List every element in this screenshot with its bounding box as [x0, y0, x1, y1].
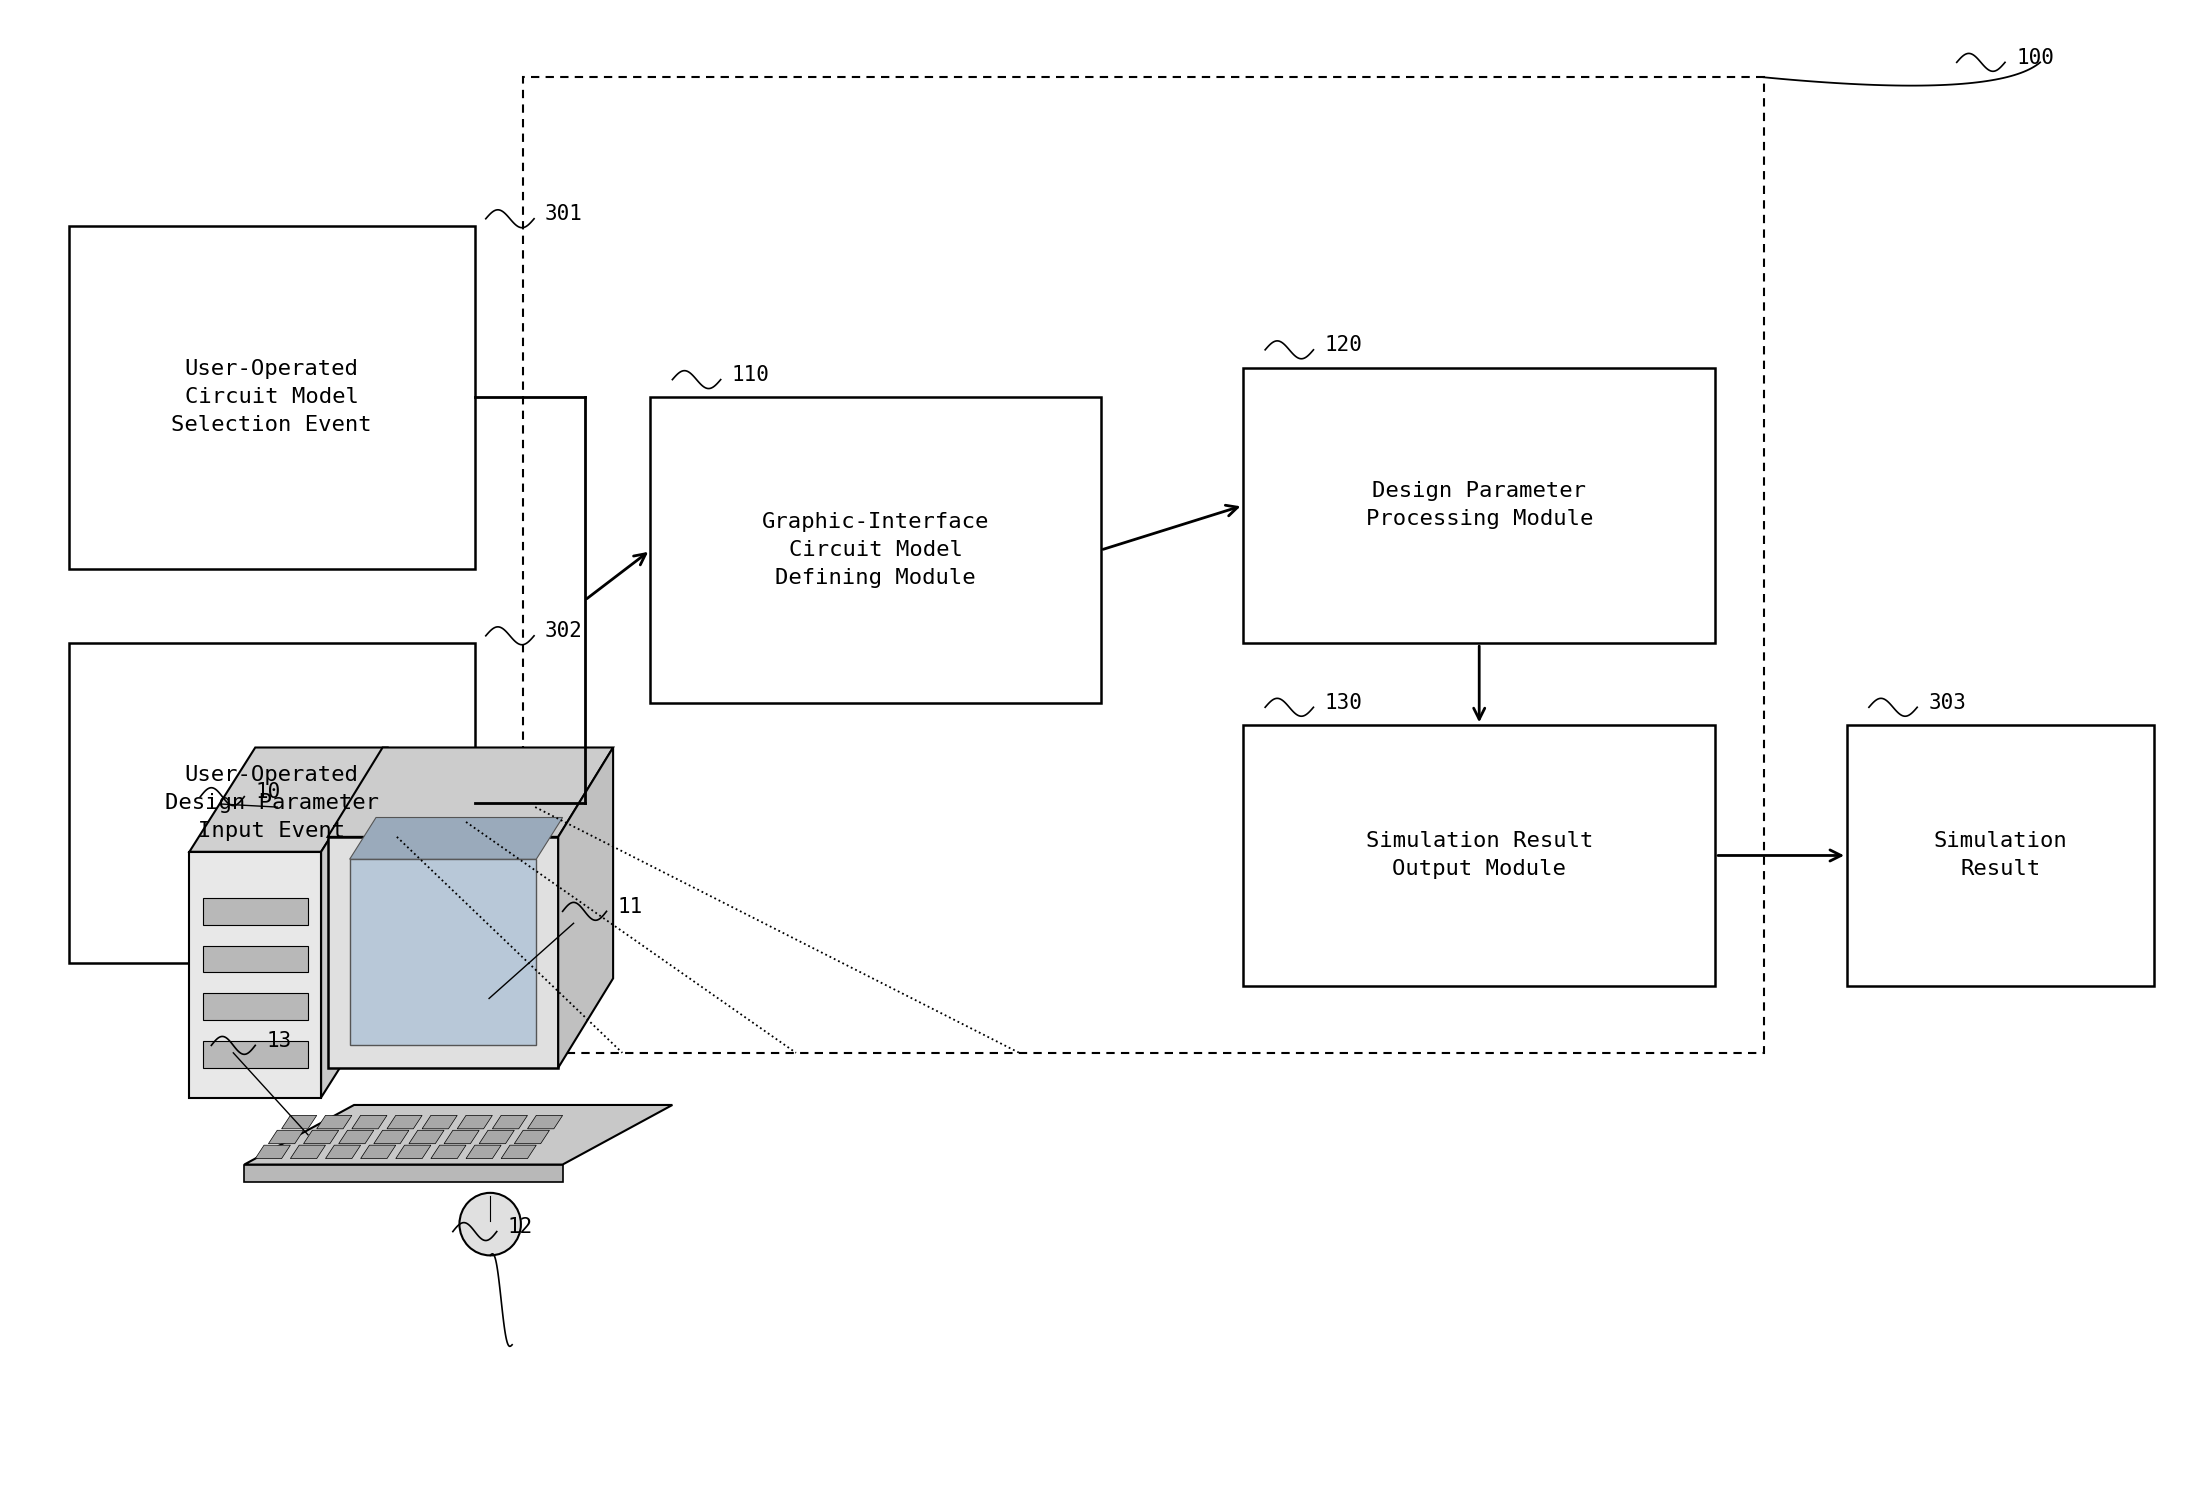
Polygon shape	[291, 1145, 326, 1159]
Polygon shape	[467, 1145, 502, 1159]
Polygon shape	[244, 1105, 671, 1165]
Polygon shape	[339, 1130, 374, 1144]
Polygon shape	[559, 748, 614, 1067]
Polygon shape	[317, 1115, 352, 1129]
Polygon shape	[189, 852, 321, 1097]
Bar	[1847, 725, 2155, 985]
Text: 120: 120	[1325, 335, 1362, 356]
Bar	[524, 78, 1763, 1052]
Text: 13: 13	[266, 1032, 291, 1051]
Polygon shape	[458, 1115, 493, 1129]
Bar	[68, 643, 475, 963]
Polygon shape	[255, 1145, 291, 1159]
Text: User-Operated
Circuit Model
Selection Event: User-Operated Circuit Model Selection Ev…	[172, 359, 372, 435]
Text: 130: 130	[1325, 692, 1362, 713]
Polygon shape	[304, 1130, 339, 1144]
Text: Simulation
Result: Simulation Result	[1935, 831, 2067, 879]
Polygon shape	[480, 1130, 515, 1144]
Bar	[202, 993, 308, 1020]
Polygon shape	[423, 1115, 458, 1129]
Bar	[651, 398, 1100, 703]
Polygon shape	[493, 1115, 528, 1129]
Polygon shape	[361, 1145, 396, 1159]
Bar	[202, 898, 308, 925]
Polygon shape	[189, 748, 387, 852]
Bar	[202, 946, 308, 972]
Bar	[1244, 725, 1715, 985]
Polygon shape	[269, 1130, 304, 1144]
Text: Simulation Result
Output Module: Simulation Result Output Module	[1365, 831, 1594, 879]
Polygon shape	[326, 1145, 361, 1159]
Polygon shape	[387, 1115, 423, 1129]
Text: 10: 10	[255, 782, 280, 803]
Text: 301: 301	[546, 205, 583, 224]
Polygon shape	[328, 837, 559, 1067]
Polygon shape	[374, 1130, 409, 1144]
Polygon shape	[352, 1115, 387, 1129]
Bar	[350, 860, 537, 1045]
Text: 110: 110	[731, 365, 770, 386]
Bar	[68, 226, 475, 568]
Polygon shape	[515, 1130, 550, 1144]
Polygon shape	[350, 818, 563, 860]
Text: 12: 12	[508, 1217, 533, 1236]
Text: 303: 303	[1928, 692, 1965, 713]
Text: 100: 100	[2016, 48, 2054, 67]
Polygon shape	[528, 1115, 563, 1129]
Polygon shape	[431, 1145, 467, 1159]
Polygon shape	[502, 1145, 537, 1159]
Polygon shape	[244, 1165, 563, 1183]
Bar	[1244, 368, 1715, 643]
Text: User-Operated
Design Parameter
Input Event: User-Operated Design Parameter Input Eve…	[165, 765, 379, 842]
Text: 302: 302	[546, 622, 583, 641]
Text: 11: 11	[618, 897, 643, 916]
Polygon shape	[321, 748, 387, 1097]
Polygon shape	[409, 1130, 445, 1144]
Text: Design Parameter
Processing Module: Design Parameter Processing Module	[1365, 481, 1594, 529]
Polygon shape	[396, 1145, 431, 1159]
Polygon shape	[282, 1115, 317, 1129]
Text: Graphic-Interface
Circuit Model
Defining Module: Graphic-Interface Circuit Model Defining…	[762, 513, 988, 588]
Bar	[202, 1041, 308, 1067]
Polygon shape	[328, 748, 614, 837]
Ellipse shape	[460, 1193, 522, 1256]
Polygon shape	[445, 1130, 480, 1144]
